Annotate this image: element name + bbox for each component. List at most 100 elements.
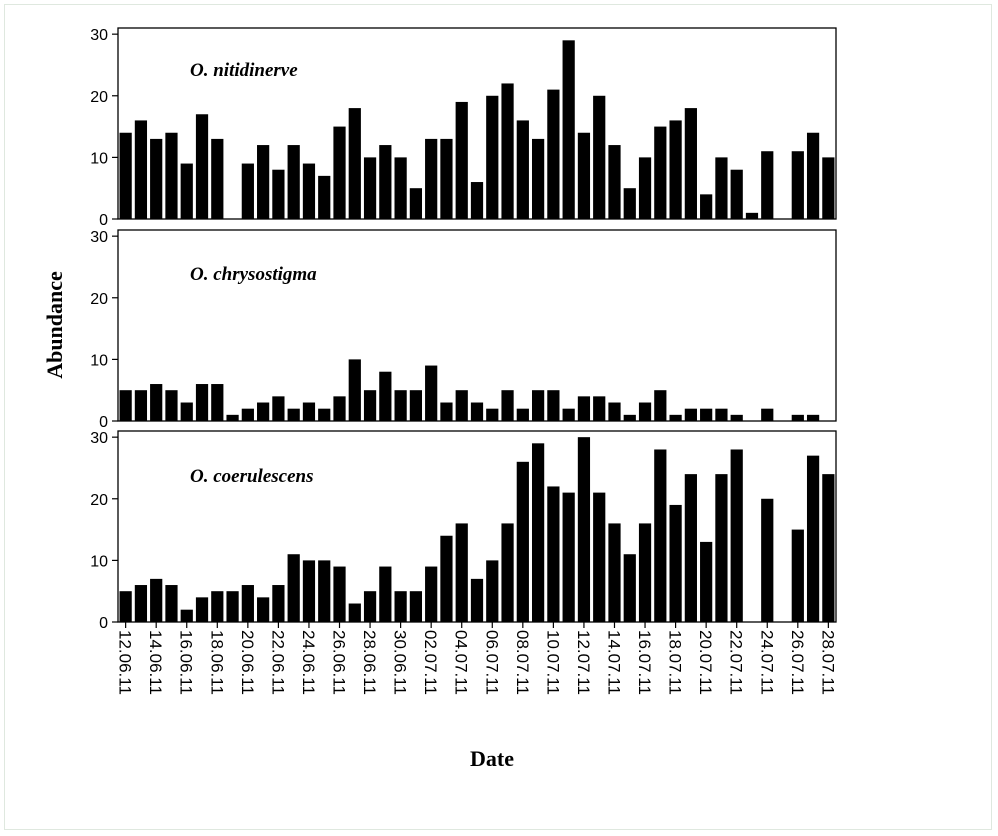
x-tick-label-14.07.11: 14.07.11 — [604, 630, 623, 695]
x-tick-label-06.07.11: 06.07.11 — [482, 630, 501, 695]
bar-nitidinerve-16.07.11 — [638, 157, 652, 219]
bar-chrysostigma-08.07.11 — [516, 408, 529, 421]
bar-coerulescens-16.07.11 — [638, 523, 652, 622]
x-tick-label-24.06.11: 24.06.11 — [299, 630, 318, 695]
bar-nitidinerve-22.06.11 — [272, 169, 285, 219]
bar-chrysostigma-18.06.11 — [211, 384, 224, 421]
series-title-nitidinerve: O. nitidinerve — [190, 60, 298, 81]
bar-nitidinerve-20.07.11 — [700, 194, 713, 219]
bar-nitidinerve-03.07.11 — [440, 138, 453, 219]
bar-chrysostigma-24.06.11 — [302, 402, 316, 421]
x-tick-label-16.07.11: 16.07.11 — [635, 630, 654, 695]
y-tick-label-nitidinerve-0: 0 — [99, 212, 108, 229]
y-axis-label: Abundance — [42, 271, 67, 379]
bar-coerulescens-12.07.11 — [577, 437, 591, 622]
bar-nitidinerve-16.06.11 — [180, 163, 193, 219]
bar-coerulescens-21.07.11 — [715, 474, 728, 622]
bar-chrysostigma-21.07.11 — [715, 408, 728, 421]
x-tick-label-14.06.11: 14.06.11 — [146, 630, 165, 695]
y-tick-label-chrysostigma-10: 10 — [90, 352, 108, 369]
y-tick-label-chrysostigma-0: 0 — [99, 414, 108, 431]
bar-nitidinerve-30.06.11 — [394, 157, 407, 219]
bar-coerulescens-22.06.11 — [272, 585, 285, 622]
bar-chrysostigma-28.06.11 — [363, 390, 377, 421]
bar-nitidinerve-06.07.11 — [486, 95, 499, 219]
bar-coerulescens-17.06.11 — [195, 597, 209, 622]
bar-chrysostigma-26.06.11 — [333, 396, 346, 421]
bar-coerulescens-15.07.11 — [623, 554, 636, 622]
bar-chrysostigma-13.06.11 — [134, 390, 148, 421]
bar-chrysostigma-05.07.11 — [470, 402, 484, 421]
series-title-coerulescens: O. coerulescens — [190, 466, 313, 487]
bar-coerulescens-25.06.11 — [318, 560, 331, 622]
bar-nitidinerve-21.07.11 — [715, 157, 728, 219]
bar-chrysostigma-13.07.11 — [593, 396, 606, 421]
bar-coerulescens-20.07.11 — [700, 541, 713, 622]
bar-coerulescens-28.06.11 — [363, 591, 377, 622]
bar-chrysostigma-17.07.11 — [654, 390, 667, 421]
x-tick-label-26.07.11: 26.07.11 — [788, 630, 807, 695]
bar-nitidinerve-22.07.11 — [730, 169, 743, 219]
x-tick-label-04.07.11: 04.07.11 — [452, 630, 471, 695]
bar-coerulescens-18.06.11 — [211, 591, 224, 622]
bar-coerulescens-26.06.11 — [333, 566, 346, 622]
bar-nitidinerve-24.06.11 — [302, 163, 316, 219]
bar-coerulescens-27.07.11 — [806, 455, 820, 622]
bar-chrysostigma-16.07.11 — [638, 402, 652, 421]
x-tick-label-26.06.11: 26.06.11 — [330, 630, 349, 695]
bar-nitidinerve-28.06.11 — [363, 157, 377, 219]
bar-coerulescens-13.06.11 — [134, 585, 148, 622]
bar-nitidinerve-13.06.11 — [134, 120, 148, 219]
bar-nitidinerve-11.07.11 — [562, 40, 575, 219]
bar-chrysostigma-25.06.11 — [318, 408, 331, 421]
bar-chrysostigma-17.06.11 — [195, 384, 209, 421]
x-axis-label: Date — [470, 746, 514, 771]
x-tick-label-28.07.11: 28.07.11 — [818, 630, 837, 695]
bar-nitidinerve-25.06.11 — [318, 175, 331, 219]
bar-nitidinerve-15.07.11 — [623, 188, 636, 219]
y-tick-label-nitidinerve-20: 20 — [90, 89, 108, 106]
y-tick-label-nitidinerve-30: 30 — [90, 27, 108, 44]
bar-chrysostigma-15.06.11 — [165, 390, 178, 421]
bar-coerulescens-09.07.11 — [531, 443, 545, 622]
bar-nitidinerve-05.07.11 — [470, 182, 484, 219]
bar-nitidinerve-28.07.11 — [822, 157, 835, 219]
bar-nitidinerve-04.07.11 — [455, 101, 468, 219]
x-tick-label-10.07.11: 10.07.11 — [543, 630, 562, 695]
bar-coerulescens-06.07.11 — [486, 560, 499, 622]
bar-chrysostigma-10.07.11 — [547, 390, 560, 421]
bar-nitidinerve-18.07.11 — [669, 120, 682, 219]
x-tick-label-12.06.11: 12.06.11 — [116, 630, 135, 695]
bar-chrysostigma-12.07.11 — [577, 396, 591, 421]
bar-nitidinerve-14.07.11 — [608, 145, 621, 219]
x-tick-label-02.07.11: 02.07.11 — [421, 630, 440, 695]
bar-chrysostigma-23.06.11 — [287, 408, 300, 421]
bar-nitidinerve-08.07.11 — [516, 120, 529, 219]
bar-coerulescens-14.07.11 — [608, 523, 621, 622]
bar-chrysostigma-20.06.11 — [241, 408, 254, 421]
x-tick-label-22.06.11: 22.06.11 — [268, 630, 287, 695]
bar-chrysostigma-03.07.11 — [440, 402, 453, 421]
y-tick-label-chrysostigma-30: 30 — [90, 229, 108, 246]
bar-coerulescens-24.06.11 — [302, 560, 316, 622]
bar-chrysostigma-26.07.11 — [791, 414, 804, 421]
bar-chrysostigma-29.06.11 — [379, 371, 392, 421]
bar-coerulescens-08.07.11 — [516, 461, 529, 622]
x-tick-label-12.07.11: 12.07.11 — [574, 630, 593, 695]
bar-coerulescens-11.07.11 — [562, 492, 575, 622]
series-title-chrysostigma: O. chrysostigma — [190, 264, 317, 285]
bar-chrysostigma-27.06.11 — [348, 359, 361, 421]
bar-nitidinerve-27.06.11 — [348, 108, 361, 219]
x-tick-label-20.06.11: 20.06.11 — [238, 630, 257, 695]
panel-frame-chrysostigma — [117, 229, 837, 422]
x-tick-label-18.06.11: 18.06.11 — [207, 630, 226, 695]
bar-chrysostigma-07.07.11 — [501, 390, 514, 421]
bar-chrysostigma-22.06.11 — [272, 396, 285, 421]
bar-nitidinerve-21.06.11 — [257, 145, 270, 219]
x-tick-label-28.06.11: 28.06.11 — [360, 630, 379, 695]
bar-nitidinerve-26.06.11 — [333, 126, 346, 219]
bar-coerulescens-27.06.11 — [348, 603, 361, 622]
bar-chrysostigma-16.06.11 — [180, 402, 193, 421]
bar-coerulescens-01.07.11 — [409, 591, 423, 622]
